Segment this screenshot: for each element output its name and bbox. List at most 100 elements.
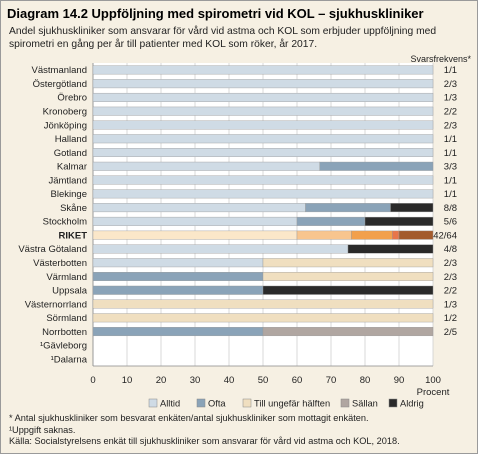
- response-rate-labels: 1/1 2/3 1/3 2/2 2/3 1/1 1/1 3/3 1/1 1/1 8/8 5/6 42/6…: [433, 65, 457, 338]
- bar-segment: [92, 216, 298, 226]
- category-label: Jämtland: [48, 175, 87, 186]
- bar-segment: [262, 272, 434, 281]
- chart-title: Diagram 14.2 Uppföljning med spirometri …: [7, 6, 424, 21]
- response-rate-label: 1/1: [444, 189, 457, 200]
- x-tick-label: 90: [394, 375, 405, 386]
- category-label: Blekinge: [51, 189, 87, 200]
- category-label: Örebro: [57, 93, 87, 104]
- legend-label: Aldrig: [400, 399, 424, 409]
- bar-segment: [262, 285, 434, 295]
- x-tick-label: 80: [360, 375, 371, 386]
- category-label: Östergötland: [33, 79, 87, 90]
- bar-segment: [92, 272, 264, 281]
- bar-segment: [92, 313, 434, 323]
- category-label: Sörmland: [46, 313, 87, 324]
- category-label: Västernorrland: [25, 299, 87, 310]
- legend-swatch: [242, 398, 252, 408]
- bar-segment: [92, 148, 434, 157]
- category-label: Gotland: [54, 148, 87, 159]
- category-label: Värmland: [46, 272, 87, 283]
- response-rate-label: 5/6: [444, 217, 457, 228]
- legend-label: Till ungefär hälften: [254, 399, 330, 409]
- bar-segment: [92, 134, 434, 144]
- legend-swatch: [388, 398, 398, 408]
- bar-segment: [92, 189, 434, 199]
- response-rate-label: 2/3: [444, 258, 457, 269]
- response-rate-label: 1/1: [444, 148, 457, 159]
- bar-segment: [351, 230, 393, 240]
- category-label: Halland: [55, 134, 87, 145]
- bar-segment: [262, 327, 434, 337]
- legend-swatch: [148, 398, 158, 408]
- response-rate-label: 3/3: [444, 162, 457, 173]
- footnotes: * Antal sjukhuskliniker som besvarat enk…: [9, 413, 475, 448]
- x-tick-label: 0: [90, 375, 95, 386]
- category-labels: Västmanland Östergötland Örebro Kronoberg Jö…: [18, 65, 87, 365]
- response-rate-label: 1/2: [444, 313, 457, 324]
- response-rate-label: 1/3: [444, 299, 457, 310]
- category-label: Skåne: [60, 203, 87, 214]
- bar-segment: [392, 230, 400, 240]
- bar-segment: [364, 216, 434, 226]
- legend-label: Alltid: [160, 399, 180, 409]
- category-label: Uppsala: [52, 286, 88, 297]
- legend-label: Sällan: [352, 399, 378, 409]
- x-tick-label: 50: [258, 375, 269, 386]
- category-label: Norrbotten: [42, 327, 87, 338]
- response-rate-label: 1/1: [444, 134, 457, 145]
- bar-segment: [92, 327, 264, 337]
- response-rate-label: 2/3: [444, 120, 457, 131]
- bar-segment: [92, 230, 298, 240]
- legend-swatch: [340, 398, 350, 408]
- bar-segment: [92, 244, 349, 254]
- category-label: Västra Götaland: [18, 244, 87, 255]
- x-tick-label: 10: [122, 375, 133, 386]
- legend: Alltid Ofta Till ungefär hälften Sällan Aldr…: [148, 398, 424, 409]
- bar-segment: [92, 79, 434, 89]
- category-label: ¹Gävleborg: [40, 341, 87, 352]
- category-label: Västmanland: [32, 65, 87, 76]
- response-rate-label: 1/3: [444, 93, 457, 104]
- response-rate-label: 2/2: [444, 107, 457, 118]
- response-rate-label: 42/64: [433, 230, 457, 241]
- response-rate-label: 8/8: [444, 203, 457, 214]
- footnote-response-rate: * Antal sjukhuskliniker som besvarat enk…: [9, 413, 369, 423]
- category-label: ¹Dalarna: [51, 354, 88, 365]
- x-tick-label: 100: [425, 375, 441, 386]
- response-rate-label: 2/2: [444, 286, 457, 297]
- category-label: Jönköping: [44, 120, 87, 131]
- x-axis-ticks: 0 10 20 30 40 50 60 70 80 90 100: [90, 375, 441, 386]
- category-label: Kalmar: [57, 162, 87, 173]
- x-tick-label: 30: [190, 375, 201, 386]
- category-label: Västerbotten: [33, 258, 87, 269]
- x-tick-label: 60: [292, 375, 303, 386]
- category-label: RIKET: [59, 230, 88, 241]
- bar-segment: [398, 230, 434, 240]
- x-tick-label: 40: [224, 375, 235, 386]
- response-rate-label: 4/8: [444, 244, 457, 255]
- response-rate-header: Svarsfrekvens*: [410, 54, 471, 64]
- response-rate-label: 2/5: [444, 327, 457, 338]
- x-axis-label: Procent: [417, 387, 450, 398]
- response-rate-label: 2/3: [444, 272, 457, 283]
- bar-segment: [92, 285, 264, 295]
- bar-segment: [92, 120, 434, 130]
- x-tick-label: 20: [156, 375, 167, 386]
- category-label: Stockholm: [43, 217, 87, 228]
- bar-segment: [390, 203, 434, 213]
- response-rate-label: 1/1: [444, 175, 457, 186]
- x-tick-label: 70: [326, 375, 337, 386]
- bar-segment: [92, 106, 434, 116]
- bar-segment: [92, 299, 434, 309]
- legend-swatch: [196, 398, 206, 408]
- bar-segment: [305, 203, 391, 213]
- legend-label: Ofta: [208, 399, 226, 409]
- footnote-source: Källa: Socialstyrelsens enkät till sjukh…: [9, 436, 400, 446]
- bars: [92, 65, 434, 337]
- chart-subtitle: Andel sjukhuskliniker som ansvarar för v…: [9, 26, 437, 50]
- response-rate-label: 1/1: [444, 65, 457, 76]
- response-rate-label: 2/3: [444, 79, 457, 90]
- bar-segment: [92, 92, 434, 102]
- bar-segment: [92, 258, 264, 268]
